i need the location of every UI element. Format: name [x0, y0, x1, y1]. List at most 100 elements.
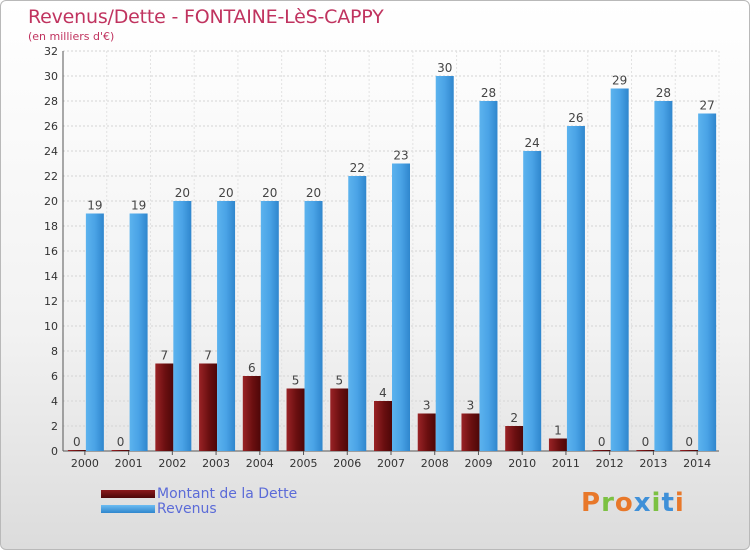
bar-debt	[286, 388, 305, 451]
data-label-revenus: 20	[262, 186, 277, 200]
data-label-debt: 7	[161, 349, 169, 363]
bar-debt	[155, 363, 174, 451]
x-tick-label: 2010	[508, 457, 536, 470]
y-tick-label: 14	[44, 270, 58, 283]
bar-debt	[111, 450, 130, 451]
x-tick-label: 2013	[639, 457, 667, 470]
logo-letter: t	[661, 488, 675, 518]
y-tick-label: 28	[44, 95, 58, 108]
logo-letter: o	[614, 488, 634, 518]
bar-revenus	[523, 151, 542, 451]
y-tick-label: 30	[44, 70, 58, 83]
logo-letter: i	[651, 488, 662, 518]
bar-revenus	[698, 113, 717, 451]
bar-debt	[461, 413, 480, 451]
data-label-revenus: 28	[481, 86, 496, 100]
y-tick-label: 4	[51, 395, 58, 408]
bar-debt	[417, 413, 436, 451]
data-label-revenus: 20	[218, 186, 233, 200]
x-tick-label: 2011	[552, 457, 580, 470]
bar-debt	[67, 450, 86, 451]
y-tick-label: 24	[44, 145, 58, 158]
x-tick-label: 2007	[377, 457, 405, 470]
bar-revenus	[654, 101, 673, 451]
y-tick-label: 6	[51, 370, 58, 383]
y-tick-label: 8	[51, 345, 58, 358]
logo-letter: i	[674, 488, 685, 518]
bar-revenus	[392, 163, 410, 451]
data-label-debt: 7	[204, 349, 212, 363]
data-label-debt: 3	[423, 399, 431, 413]
x-tick-label: 2004	[246, 457, 274, 470]
x-tick-label: 2009	[464, 457, 492, 470]
bar-revenus	[85, 213, 104, 451]
x-tick-label: 2005	[290, 457, 318, 470]
data-label-revenus: 20	[306, 186, 321, 200]
bar-revenus	[479, 101, 498, 451]
bar-revenus	[129, 213, 148, 451]
y-tick-label: 16	[44, 245, 58, 258]
data-label-revenus: 24	[525, 136, 540, 150]
data-label-debt: 3	[467, 399, 475, 413]
legend-label-debt: Montant de la Dette	[157, 486, 298, 502]
data-label-revenus: 29	[612, 74, 627, 88]
data-label-debt: 0	[598, 435, 606, 449]
legend-swatch-debt	[101, 490, 155, 498]
bar-debt	[374, 401, 392, 451]
y-tick-label: 12	[44, 295, 58, 308]
bar-revenus	[304, 201, 323, 451]
bar-debt	[680, 450, 699, 451]
data-label-debt: 6	[248, 361, 256, 375]
legend-swatch-revenus	[101, 505, 155, 513]
y-tick-label: 2	[51, 420, 58, 433]
bar-revenus	[348, 176, 367, 451]
bar-debt	[199, 363, 218, 451]
x-tick-label: 2014	[683, 457, 711, 470]
y-tick-label: 22	[44, 170, 58, 183]
x-tick-label: 2008	[421, 457, 449, 470]
bar-revenus	[260, 201, 279, 451]
bar-debt	[330, 388, 349, 451]
proxiti-logo: Proxiti	[581, 488, 685, 518]
y-tick-label: 18	[44, 220, 58, 233]
chart-title: Revenus/Dette - FONTAINE-LèS-CAPPY	[28, 6, 384, 28]
data-label-debt: 1	[554, 424, 562, 438]
data-label-revenus: 19	[131, 199, 146, 213]
bar-revenus	[435, 76, 454, 451]
data-label-debt: 0	[642, 435, 650, 449]
data-label-revenus: 23	[393, 149, 408, 163]
data-label-debt: 5	[335, 374, 343, 388]
y-tick-label: 26	[44, 120, 58, 133]
legend-label-revenus: Revenus	[157, 501, 217, 517]
bar-revenus	[610, 88, 629, 451]
x-tick-label: 2003	[202, 457, 230, 470]
data-label-revenus: 26	[568, 111, 583, 125]
data-label-revenus: 20	[175, 186, 190, 200]
bar-revenus	[217, 201, 236, 451]
data-label-revenus: 22	[350, 161, 365, 175]
data-label-debt: 0	[685, 435, 693, 449]
x-tick-label: 2000	[71, 457, 99, 470]
data-label-debt: 0	[73, 435, 81, 449]
y-tick-label: 32	[44, 45, 58, 58]
bar-debt	[548, 438, 567, 451]
bar-debt	[592, 450, 611, 451]
bar-debt	[505, 426, 524, 451]
data-label-debt: 4	[379, 386, 387, 400]
x-tick-label: 2001	[115, 457, 143, 470]
data-label-revenus: 28	[656, 86, 671, 100]
data-label-revenus: 30	[437, 61, 452, 75]
data-label-revenus: 27	[699, 99, 714, 113]
data-label-debt: 0	[117, 435, 125, 449]
bar-debt	[242, 376, 261, 451]
y-tick-label: 20	[44, 195, 58, 208]
data-label-debt: 5	[292, 374, 300, 388]
x-tick-label: 2002	[158, 457, 186, 470]
chart-subtitle: (en milliers d'€)	[28, 30, 115, 43]
logo-letter: x	[633, 488, 652, 518]
logo-letter: r	[601, 488, 615, 518]
y-tick-label: 0	[51, 445, 58, 458]
logo-letter: P	[581, 488, 602, 518]
